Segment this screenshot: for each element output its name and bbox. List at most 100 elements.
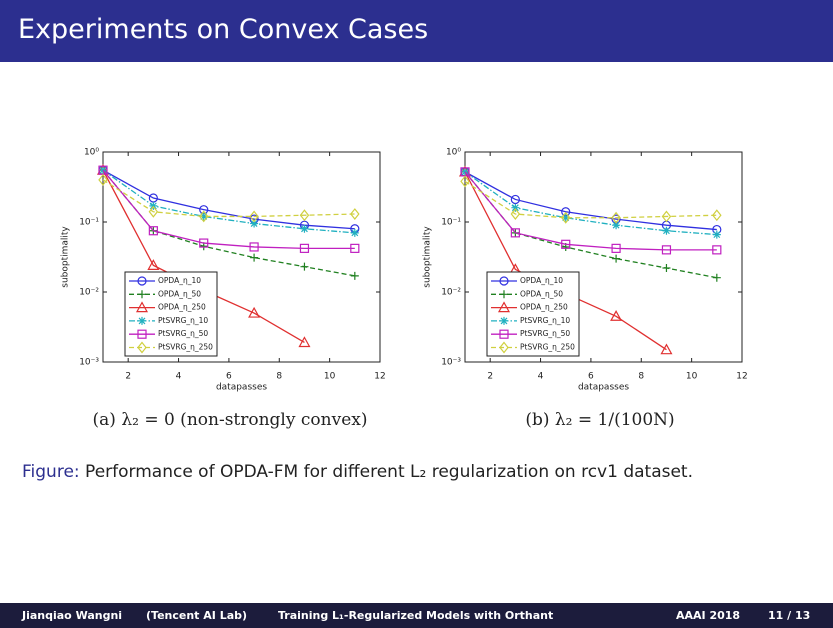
figure-caption: Figure: Performance of OPDA-FM for diffe… <box>22 462 693 482</box>
legend-label: PtSVRG_η_250 <box>520 343 575 352</box>
author: Jianqiao Wangni <box>22 609 123 622</box>
marker <box>137 329 147 339</box>
x-tick-label: 8 <box>638 372 644 382</box>
marker <box>299 243 310 253</box>
figure-label: Figure: <box>22 462 80 482</box>
series-line <box>464 171 717 279</box>
series-line <box>102 169 355 230</box>
legend-label: OPDA_η_50 <box>520 289 563 298</box>
marker <box>712 209 722 222</box>
legend-label: PtSVRG_η_10 <box>158 316 208 325</box>
marker <box>350 208 360 220</box>
legend-label: OPDA_η_10 <box>158 276 201 285</box>
x-tick-label: 10 <box>686 372 698 382</box>
marker <box>147 259 160 270</box>
marker <box>660 343 673 355</box>
marker <box>298 336 311 348</box>
marker <box>350 228 359 237</box>
y-tick-label: 10⁻³ <box>441 358 461 368</box>
subcaption: (a) λ₂ = 0 (non-strongly convex) <box>92 410 368 430</box>
plot-frame <box>464 151 743 363</box>
marker <box>250 253 259 262</box>
x-tick-label: 4 <box>538 372 544 382</box>
y-axis-label: suboptimality <box>423 226 433 288</box>
marker <box>510 228 520 238</box>
figure: 2 4 6 8 10 12 10⁻³ 10⁻² 10⁻¹ 10⁰ datapasses subopti… <box>61 148 748 393</box>
x-tick-label: 2 <box>125 372 131 382</box>
marker <box>662 264 671 273</box>
marker <box>499 341 509 354</box>
y-tick-label: 10⁻³ <box>79 358 99 368</box>
legend-label: OPDA_η_250 <box>158 303 206 312</box>
series-line <box>464 171 717 231</box>
y-tick-label: 10⁻¹ <box>79 218 99 228</box>
marker <box>610 310 623 321</box>
marker <box>500 316 508 325</box>
x-axis-label: datapasses <box>216 383 267 393</box>
legend-label: OPDA_η_10 <box>520 276 563 285</box>
marker <box>500 290 508 299</box>
marker <box>561 213 570 222</box>
talk-title: Training L₁-Regularized Models with Orth… <box>278 609 554 622</box>
marker <box>138 316 146 325</box>
caption-text: Performance of OPDA-FM for different L₂ … <box>85 462 694 482</box>
marker <box>510 194 520 205</box>
marker <box>499 276 509 286</box>
legend-label: OPDA_η_250 <box>520 303 568 312</box>
title-bar: Experiments on Convex Cases <box>0 0 833 62</box>
marker <box>499 329 509 339</box>
x-axis-label: datapasses <box>578 383 629 393</box>
legend-label: PtSVRG_η_10 <box>520 316 570 325</box>
footer: Jianqiao Wangni (Tencent AI Lab) Trainin… <box>0 603 833 628</box>
legend-label: PtSVRG_η_50 <box>158 329 208 338</box>
marker <box>199 212 208 221</box>
legend-label: PtSVRG_η_50 <box>520 329 570 338</box>
marker <box>137 276 147 286</box>
page-number: 11 / 13 <box>768 609 811 622</box>
marker <box>612 221 621 230</box>
marker <box>98 173 108 186</box>
y-axis-label: suboptimality <box>61 226 71 288</box>
x-tick-label: 2 <box>487 372 493 382</box>
series-line <box>464 171 717 236</box>
slide-title: Experiments on Convex Cases <box>18 14 429 45</box>
marker <box>135 301 149 313</box>
marker <box>300 224 309 233</box>
marker <box>712 245 722 255</box>
marker <box>137 341 147 354</box>
marker <box>300 262 309 271</box>
marker <box>350 243 360 253</box>
marker <box>712 273 721 282</box>
y-tick-label: 10⁻¹ <box>441 218 461 228</box>
marker <box>148 226 158 236</box>
x-tick-label: 6 <box>226 372 232 382</box>
series-line <box>464 180 717 219</box>
marker <box>497 301 511 313</box>
y-tick-label: 10⁻² <box>79 288 99 298</box>
series-line <box>102 179 355 218</box>
marker <box>248 306 261 318</box>
legend-label: PtSVRG_η_250 <box>158 343 213 352</box>
y-tick-label: 10⁰ <box>84 148 99 158</box>
series-line <box>102 169 355 234</box>
marker <box>661 210 672 223</box>
marker <box>198 210 209 223</box>
marker <box>662 226 671 235</box>
marker <box>249 242 259 252</box>
marker <box>199 238 209 248</box>
marker <box>299 209 310 222</box>
marker <box>460 175 470 188</box>
marker <box>611 243 621 253</box>
legend-box <box>486 271 580 357</box>
marker <box>560 211 571 224</box>
y-tick-label: 10⁻² <box>441 288 461 298</box>
series-line <box>464 171 717 251</box>
series-line <box>102 169 355 277</box>
x-tick-label: 4 <box>176 372 182 382</box>
subcaption: (b) λ₂ = 1/(100N) <box>525 410 675 430</box>
x-tick-label: 12 <box>736 372 747 382</box>
marker <box>148 205 159 218</box>
marker <box>510 208 521 220</box>
affiliation: (Tencent AI Lab) <box>146 609 248 622</box>
